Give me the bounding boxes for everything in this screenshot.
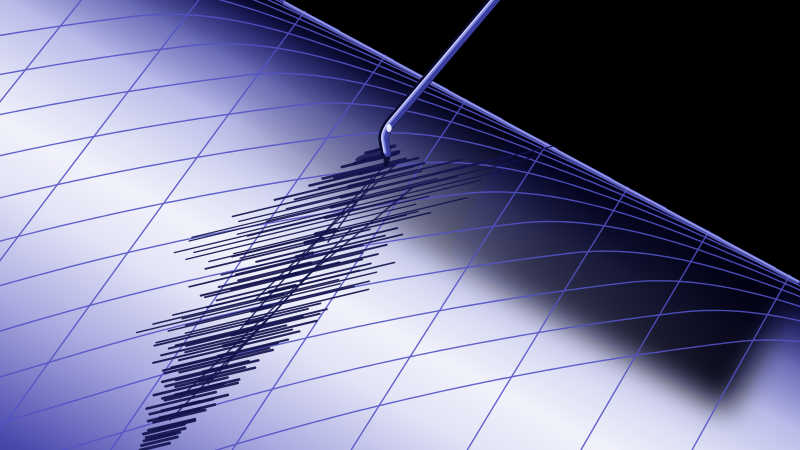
trace-stroke bbox=[163, 346, 271, 375]
trace-stroke bbox=[160, 324, 288, 357]
trace-stroke bbox=[265, 156, 535, 222]
trace-stroke bbox=[141, 422, 186, 436]
grid-line-steep bbox=[0, 48, 502, 450]
trace-stroke bbox=[148, 397, 215, 416]
trace-stroke bbox=[145, 390, 218, 410]
grid-curve bbox=[0, 220, 800, 387]
grid-line-steep bbox=[0, 0, 342, 450]
grid-curve bbox=[0, 43, 667, 210]
trace-stroke bbox=[239, 211, 432, 259]
trace-stroke bbox=[273, 165, 415, 201]
grid-line-steep bbox=[0, 5, 422, 450]
trace-stroke bbox=[232, 196, 469, 255]
trace-stroke bbox=[152, 278, 340, 325]
trace-sweep bbox=[207, 251, 331, 385]
grid-line-steep bbox=[0, 0, 262, 450]
grid-line-steep bbox=[157, 135, 661, 450]
trace-stroke bbox=[217, 251, 364, 288]
grid-line-steep bbox=[60, 92, 581, 450]
trace-stroke bbox=[153, 307, 309, 347]
trace-stroke bbox=[152, 408, 207, 424]
grid-curve bbox=[0, 161, 800, 328]
trace-stroke bbox=[155, 302, 322, 344]
trace-stroke bbox=[191, 177, 439, 239]
trace-stroke bbox=[135, 282, 341, 334]
trace-stroke bbox=[238, 145, 554, 223]
trace-stroke bbox=[236, 169, 505, 235]
trace-stroke bbox=[203, 258, 364, 299]
trace-stroke bbox=[174, 308, 328, 347]
grid-line-steep bbox=[352, 222, 800, 450]
trace-stroke bbox=[231, 170, 423, 218]
trace-sweep bbox=[299, 187, 413, 283]
trace-sweep bbox=[237, 177, 373, 333]
trace-stroke bbox=[230, 253, 379, 291]
pen-bend-specular bbox=[386, 124, 392, 132]
trace-sweep bbox=[179, 285, 297, 399]
grid-curve bbox=[0, 102, 776, 269]
grid-curve bbox=[0, 250, 800, 417]
trace-stroke bbox=[140, 435, 179, 448]
trace-stroke bbox=[215, 262, 372, 302]
grid-curve bbox=[0, 0, 504, 121]
grid-curve bbox=[0, 191, 800, 358]
trace-stroke bbox=[138, 441, 171, 450]
grid-curve bbox=[0, 13, 613, 180]
trace-stroke bbox=[185, 203, 417, 261]
grid-curve bbox=[0, 132, 800, 298]
trace-stroke bbox=[152, 376, 229, 397]
trace-stroke bbox=[177, 330, 301, 362]
trace-stroke bbox=[234, 233, 404, 276]
trace-stroke bbox=[205, 261, 396, 309]
trace-stroke bbox=[184, 288, 370, 335]
trace-stroke bbox=[231, 214, 407, 258]
grid-line-steep bbox=[255, 178, 741, 450]
trace-stroke bbox=[293, 158, 464, 201]
trace-sweep bbox=[169, 317, 269, 421]
trace-stroke bbox=[164, 365, 247, 388]
edge-rim-light bbox=[282, 0, 800, 285]
grid-curve bbox=[0, 0, 558, 150]
trace-stroke bbox=[204, 228, 371, 270]
trace-stroke bbox=[188, 244, 364, 288]
trace-stroke bbox=[255, 227, 399, 263]
trace-stroke bbox=[321, 157, 407, 180]
trace-stroke bbox=[173, 196, 407, 254]
trace-stroke bbox=[237, 243, 388, 282]
trace-stroke bbox=[163, 381, 240, 402]
pen-arm bbox=[378, 0, 501, 159]
trace-stroke bbox=[193, 195, 430, 254]
seismogram-trace bbox=[135, 144, 554, 450]
trace-sweep bbox=[327, 153, 393, 243]
trace-stroke bbox=[246, 179, 483, 237]
grid-curve bbox=[0, 339, 800, 450]
trace-stroke bbox=[144, 426, 187, 440]
grid-curve bbox=[0, 72, 722, 239]
trace-stroke bbox=[285, 156, 503, 210]
